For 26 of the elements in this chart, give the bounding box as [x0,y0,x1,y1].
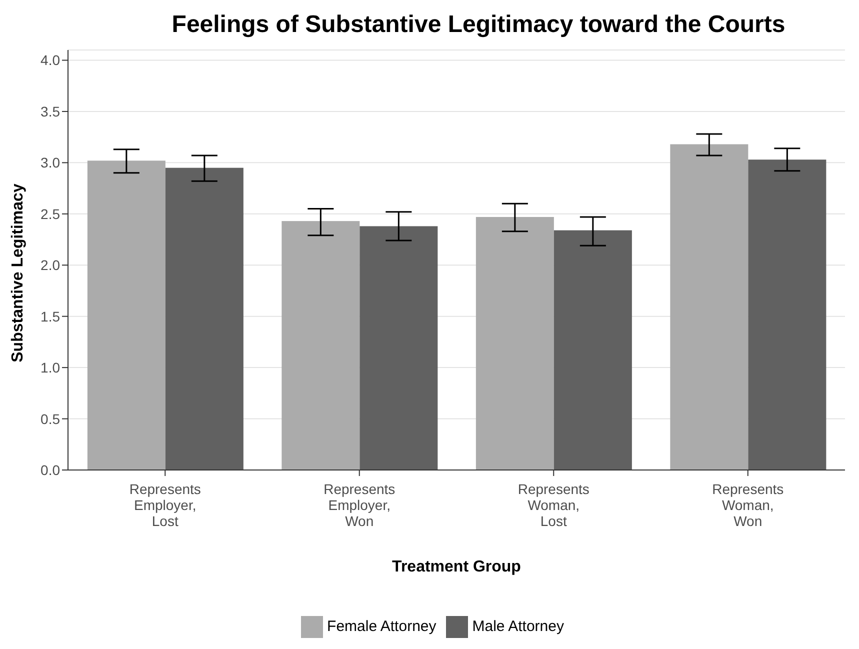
y-tick-label: 2.0 [40,257,60,274]
chart-title: Feelings of Substantive Legitimacy toward the Courts [170,10,786,40]
bar [282,221,360,470]
bar [476,216,554,470]
bar [87,160,166,470]
y-tick-label: 4.0 [40,52,60,68]
legend-label: Female Attorney [327,618,436,635]
y-tick-label: 1.5 [40,308,60,324]
y-tick-label: 2.5 [40,206,60,222]
y-tick-label: 0.0 [40,462,60,478]
legend-label: Male Attorney [472,618,564,635]
x-axis-title: Treatment Group [392,558,522,576]
y-tick-label: 0.5 [40,410,60,427]
bar [554,230,632,470]
bar [360,226,438,470]
x-tick-label: Represents Woman, Won [712,481,784,529]
bar [748,160,826,470]
x-tick-label: Represents Employer, Lost [129,481,201,529]
y-tick-label: 3.0 [40,154,60,171]
bar [670,144,748,470]
x-tick-label: Represents Employer, Won [324,481,396,529]
x-tick-label: Represents Woman, Lost [518,481,590,529]
y-tick-label: 1.0 [40,360,60,376]
y-tick-label: 3.5 [40,103,60,120]
y-axis-title: Substantive Legitimacy [9,184,27,362]
bar [165,168,244,470]
